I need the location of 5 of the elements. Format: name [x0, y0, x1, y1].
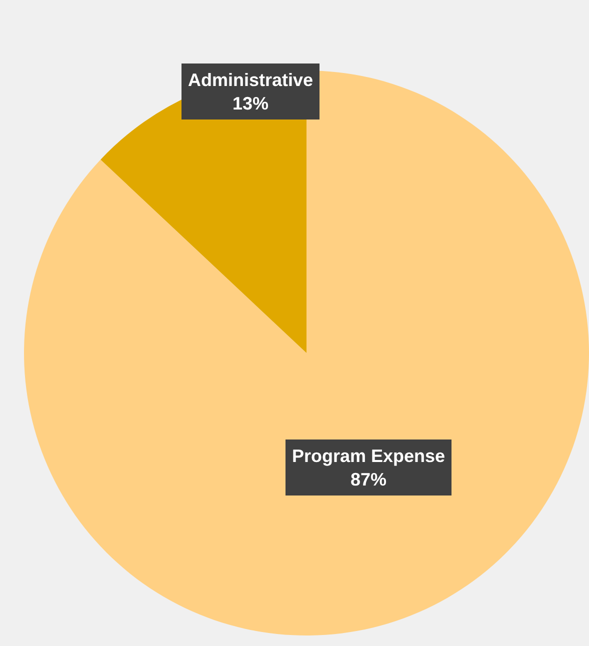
- pie-slice: [24, 70, 589, 636]
- data-label: 87%: [350, 469, 387, 490]
- slice-label: Administrative: [188, 70, 314, 90]
- slice-label: Program Expense: [292, 446, 446, 466]
- data-label: 13%: [232, 93, 269, 114]
